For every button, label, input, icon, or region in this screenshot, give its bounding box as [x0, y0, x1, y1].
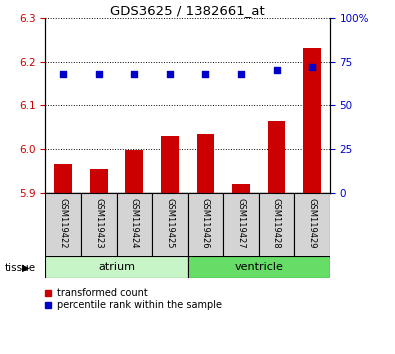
Bar [259, 193, 294, 257]
Point [131, 71, 137, 76]
Bar [197, 134, 214, 193]
Text: GSM119422: GSM119422 [59, 198, 68, 249]
Text: GSM119429: GSM119429 [308, 198, 316, 249]
Bar [81, 193, 117, 257]
Text: ventricle: ventricle [234, 262, 283, 272]
Bar [188, 193, 223, 257]
Text: GSM119427: GSM119427 [237, 198, 245, 249]
Point [202, 71, 209, 76]
Point [96, 71, 102, 76]
Text: GSM119425: GSM119425 [166, 198, 174, 249]
Text: ▶: ▶ [22, 263, 30, 273]
Text: GSM119424: GSM119424 [130, 198, 139, 249]
Bar [55, 165, 72, 193]
Text: GSM119426: GSM119426 [201, 198, 210, 249]
Point [167, 71, 173, 76]
Point [273, 67, 280, 73]
Text: GSM119423: GSM119423 [94, 198, 103, 249]
Bar [126, 149, 143, 193]
Text: atrium: atrium [98, 262, 135, 272]
Bar [90, 169, 107, 193]
Text: tissue: tissue [5, 263, 36, 273]
Bar [223, 193, 259, 257]
Point [60, 71, 66, 76]
Legend: transformed count, percentile rank within the sample: transformed count, percentile rank withi… [44, 288, 222, 310]
Title: GDS3625 / 1382661_at: GDS3625 / 1382661_at [110, 4, 265, 17]
Bar [152, 193, 188, 257]
Bar [117, 193, 152, 257]
Bar [303, 48, 321, 193]
Bar [294, 193, 330, 257]
Bar [188, 256, 330, 278]
Bar [268, 121, 285, 193]
Point [238, 71, 244, 76]
Point [309, 64, 315, 70]
Bar [45, 256, 188, 278]
Bar [232, 184, 250, 193]
Text: GSM119428: GSM119428 [272, 198, 281, 249]
Bar [45, 193, 81, 257]
Bar [161, 136, 179, 193]
